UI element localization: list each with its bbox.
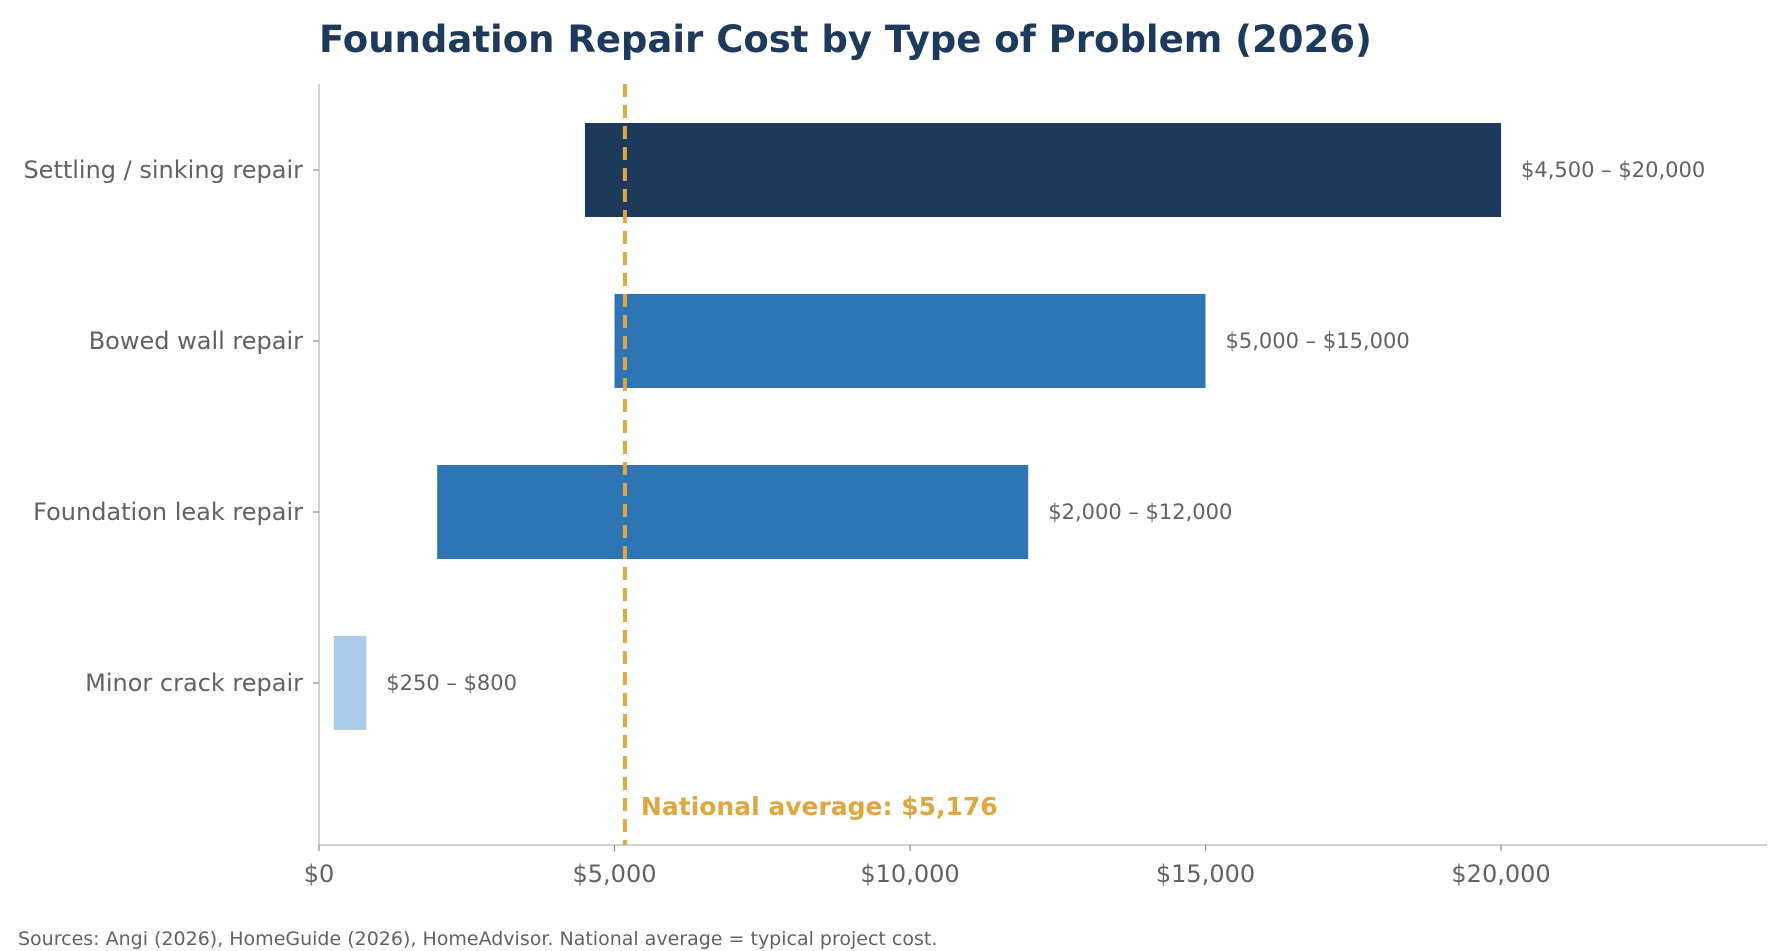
x-tick-label-0: $0 — [304, 860, 335, 888]
x-tick-label-4: $20,000 — [1451, 860, 1550, 888]
category-label-3: Minor crack repair — [85, 669, 303, 697]
plot-area: $0 $5,000 $10,000 $15,000 $20,000 Settling / … — [23, 84, 1767, 888]
chart-title: Foundation Repair Cost by Type of Proble… — [319, 18, 1372, 61]
national-average-label: National average: $5,176 — [641, 792, 998, 821]
category-label-1: Bowed wall repair — [89, 327, 303, 355]
bar-3 — [333, 636, 367, 730]
data-label-0: $4,500 – $20,000 — [1521, 158, 1705, 182]
bar-1 — [614, 294, 1206, 388]
bar-2 — [437, 465, 1029, 559]
x-tick-label-2: $10,000 — [860, 860, 959, 888]
data-label-2: $2,000 – $12,000 — [1048, 500, 1232, 524]
x-tick-label-3: $15,000 — [1156, 860, 1255, 888]
source-note: Sources: Angi (2026), HomeGuide (2026), … — [18, 928, 937, 950]
x-tick-label-1: $5,000 — [573, 860, 657, 888]
bar-0 — [584, 123, 1502, 217]
data-label-3: $250 – $800 — [386, 671, 517, 695]
category-label-0: Settling / sinking repair — [23, 156, 303, 184]
data-label-1: $5,000 – $15,000 — [1226, 329, 1410, 353]
category-label-2: Foundation leak repair — [33, 498, 303, 526]
